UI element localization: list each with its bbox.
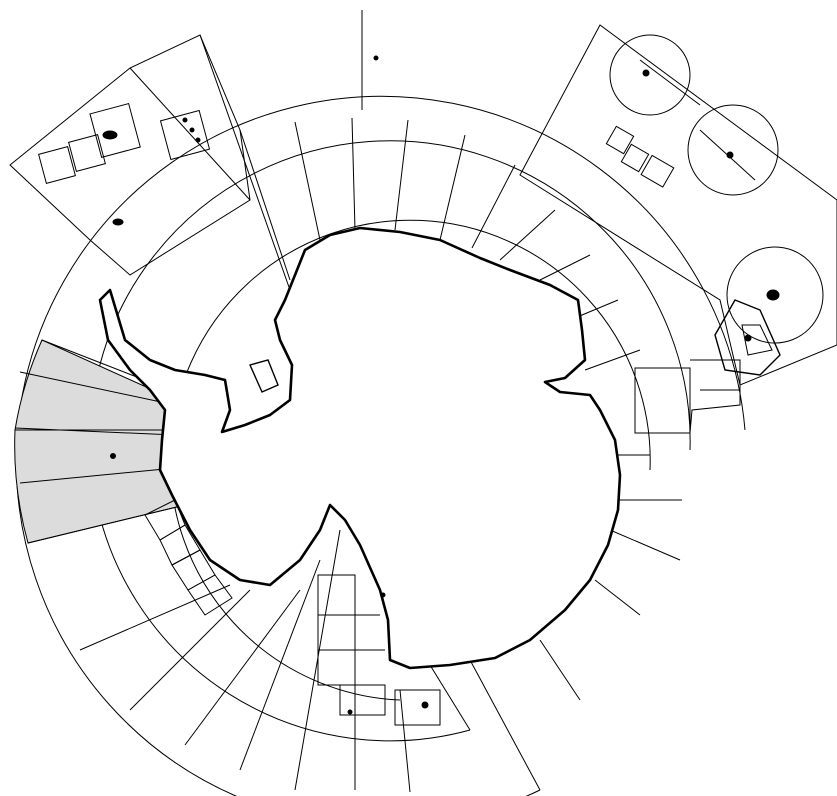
antarctica-coastline xyxy=(98,226,622,670)
middle-ring-arc xyxy=(89,140,691,742)
subarea-right-boxes xyxy=(634,359,741,434)
subarea-boxes-bottom xyxy=(317,574,441,726)
subarea-boxes-bottom-left xyxy=(144,499,233,616)
highlighted-sector-dividers xyxy=(14,371,176,484)
islands xyxy=(102,55,780,715)
outer-ring-arc xyxy=(15,95,746,796)
subarea-top-left xyxy=(9,34,251,276)
ring-boundaries xyxy=(15,95,746,796)
ice-shelf-inner-outline xyxy=(249,359,279,393)
subarea-top-right xyxy=(519,24,837,386)
inner-ring-arc xyxy=(169,219,651,701)
